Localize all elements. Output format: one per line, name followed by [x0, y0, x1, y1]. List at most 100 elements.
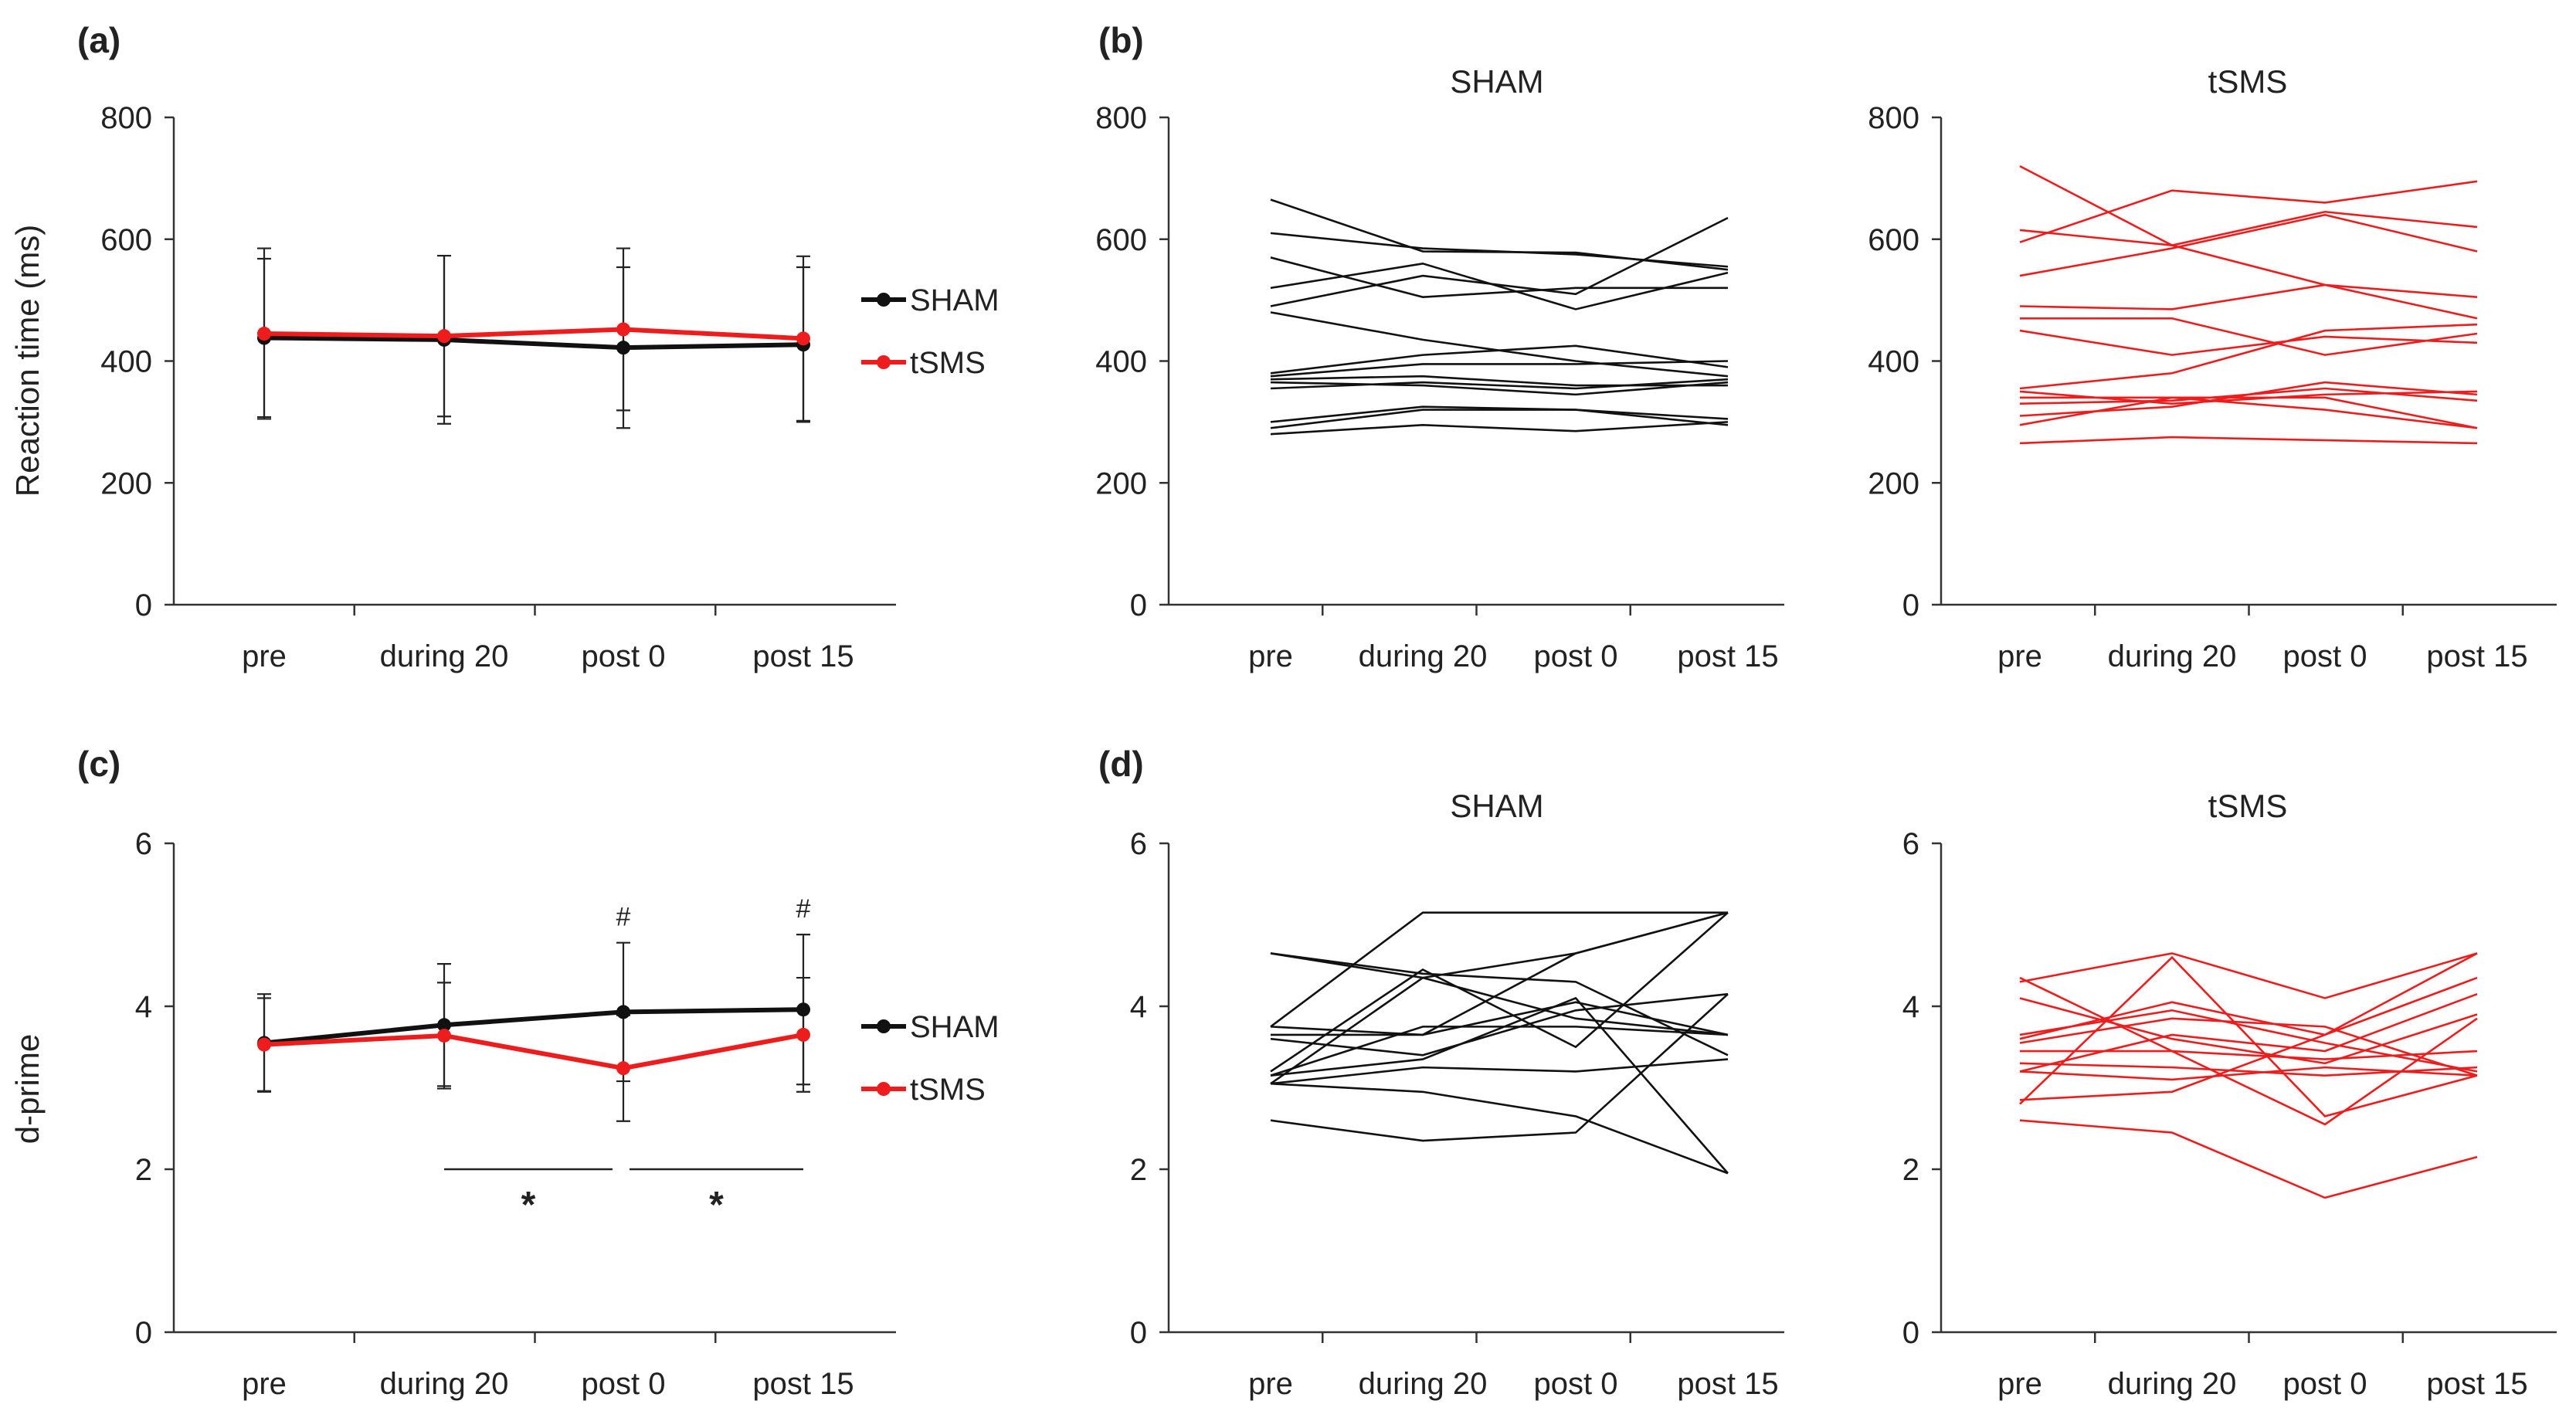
participant-line: [1270, 1001, 1729, 1036]
participant-line: [1270, 996, 1729, 1175]
x-tick-label: post 0: [582, 639, 666, 673]
participant-line: [1270, 911, 1728, 1028]
y-tick-label: 4: [1130, 990, 1147, 1024]
series-line-sham: [263, 1007, 804, 1046]
participant-line: [2020, 1050, 2478, 1060]
participant-line: [2019, 952, 2478, 999]
x-tick-label: post 15: [752, 1367, 854, 1401]
legend-marker-tsms: [877, 1082, 891, 1096]
data-point-tsms: [616, 1061, 630, 1076]
participant-line: [1270, 360, 1729, 378]
y-tick-label: 0: [135, 588, 152, 622]
x-tick-label: during 20: [2108, 1367, 2237, 1401]
series-line-tsms: [263, 1032, 804, 1071]
x-tick-label: post 0: [1534, 1367, 1618, 1401]
x-tick-label: post 15: [1677, 1367, 1778, 1401]
y-tick-label: 800: [1868, 101, 1919, 135]
participant-line: [1270, 992, 1729, 1056]
chart-dprime-tsms-individuals: 0 2 4 6 pre during 20 post 0 post 15 tSMS: [1902, 788, 2557, 1401]
participant-line: [2019, 210, 2478, 246]
participant-line: [1270, 378, 1729, 390]
chart-reaction-time-tsms-individuals: 0 200 400 600 800 pre during 20 post 0 post 15 tS…: [1868, 63, 2557, 673]
x-tick-label: pre: [1997, 639, 2042, 673]
x-tick-label: during 20: [1359, 1367, 1488, 1401]
chart-subtitle: tSMS: [2208, 788, 2288, 824]
participant-line: [2019, 1009, 2478, 1073]
participant-line: [1270, 1082, 1729, 1175]
x-tick-label: during 20: [1359, 639, 1488, 673]
y-tick-label: 6: [135, 827, 152, 861]
significance-hash: #: [796, 894, 811, 924]
x-tick-label: pre: [1248, 639, 1293, 673]
y-tick-label: 2: [1130, 1153, 1147, 1187]
y-tick-label: 200: [100, 466, 152, 500]
data-point-tsms: [796, 331, 810, 346]
data-point-tsms: [257, 327, 271, 341]
y-tick-label: 400: [1095, 345, 1147, 379]
participant-line: [2019, 976, 2478, 1040]
participant-line: [1270, 198, 1729, 271]
panel-label-c: (c): [77, 744, 120, 784]
participant-line: [1270, 911, 1729, 1085]
participant-line: [1270, 421, 1729, 436]
y-tick-label: 4: [135, 990, 152, 1024]
participant-line: [1270, 311, 1729, 378]
data-point-tsms: [616, 322, 630, 337]
participant-line: [1270, 344, 1729, 375]
participant-line: [1270, 256, 1728, 298]
participant-line: [1270, 1026, 1729, 1077]
chart-reaction-time-sham-individuals: 0 200 400 600 800 pre during 20 post 0 post 15 SH…: [1095, 63, 1784, 673]
participant-line: [2019, 164, 2478, 320]
y-tick-label: 2: [1902, 1153, 1919, 1187]
participant-line: [1270, 1058, 1729, 1085]
participant-line: [1270, 952, 1729, 1056]
panel-label-a: (a): [77, 20, 120, 60]
series-line-tsms: [263, 327, 804, 341]
legend-label-tsms: tSMS: [910, 346, 986, 380]
x-tick-label: during 20: [2108, 639, 2237, 673]
data-point-sham: [796, 1002, 810, 1017]
data-point-tsms: [257, 1037, 271, 1052]
y-tick-label: 200: [1095, 466, 1147, 500]
data-point-tsms: [437, 1028, 451, 1043]
participant-line: [2020, 317, 2478, 356]
x-tick-label: post 15: [752, 639, 854, 673]
y-tick-label: 200: [1868, 466, 1919, 500]
y-tick-label: 600: [1095, 223, 1147, 257]
participant-line: [1270, 262, 1729, 310]
chart-subtitle: tSMS: [2208, 63, 2288, 100]
y-tick-label: 0: [1130, 588, 1147, 622]
panel-label-d: (d): [1098, 744, 1144, 784]
x-tick-label: post 0: [2283, 639, 2367, 673]
data-point-sham: [616, 341, 630, 355]
data-point-tsms: [437, 329, 451, 344]
participant-line: [2019, 952, 2478, 1101]
participant-line: [2019, 1119, 2478, 1199]
participant-line: [2020, 396, 2478, 429]
legend-label-sham: SHAM: [910, 283, 1000, 317]
legend-marker-sham: [877, 1019, 891, 1033]
legend-marker-tsms: [877, 355, 891, 369]
x-tick-label: pre: [1997, 1367, 2042, 1401]
y-tick-label: 0: [135, 1316, 152, 1350]
participant-line: [2019, 396, 2478, 429]
participant-line: [1270, 216, 1729, 307]
panel-label-b: (b): [1098, 20, 1144, 60]
legend-label-tsms: tSMS: [910, 1073, 986, 1107]
chart-dprime-sham-individuals: 0 2 4 6 pre during 20 post 0 post 15 SHAM: [1130, 788, 1784, 1401]
y-tick-label: 4: [1902, 990, 1919, 1024]
y-tick-label: 0: [1902, 588, 1919, 622]
participant-line: [2019, 329, 2478, 356]
y-tick-label: 600: [100, 223, 152, 257]
y-tick-label: 800: [1095, 101, 1147, 135]
y-axis-title: Reaction time (ms): [9, 225, 46, 497]
x-tick-label: post 0: [2283, 1367, 2367, 1401]
participant-line: [2019, 323, 2478, 390]
participant-line: [2019, 180, 2478, 243]
x-tick-label: post 15: [2426, 639, 2527, 673]
y-tick-label: 800: [100, 101, 152, 135]
participant-line: [1270, 232, 1729, 268]
y-tick-label: 6: [1902, 827, 1919, 861]
x-tick-label: post 0: [582, 1367, 666, 1401]
